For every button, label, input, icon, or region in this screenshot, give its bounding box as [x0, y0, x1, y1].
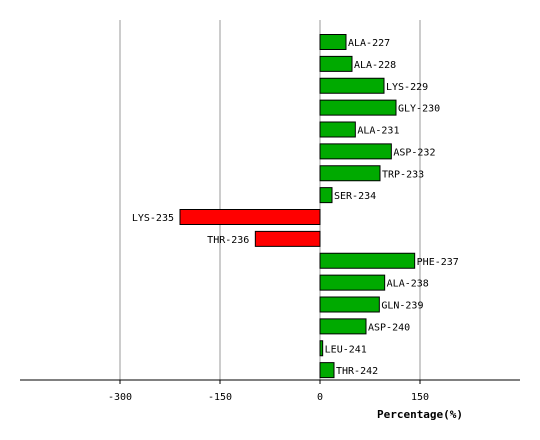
- bar-ala-227: [319, 34, 347, 50]
- bar-lys-235: [179, 209, 321, 225]
- bar-label-phe-237: PHE-237: [417, 257, 459, 268]
- bar-label-gly-230: GLY-230: [398, 104, 440, 115]
- bar-label-ala-238: ALA-238: [387, 279, 429, 290]
- bar-label-gln-239: GLN-239: [381, 301, 423, 312]
- x-axis: -300 -150 0 150: [20, 379, 520, 403]
- x-tick-label--300: -300: [108, 392, 132, 403]
- bar-label-asp-232: ASP-232: [393, 147, 435, 158]
- bar-label-lys-229: LYS-229: [386, 82, 428, 93]
- bar-label-lys-235: LYS-235: [132, 213, 174, 224]
- bar-asp-240: [319, 318, 367, 335]
- bar-asp-232: [319, 143, 392, 160]
- bar-trp-233: [319, 165, 381, 182]
- bar-label-ala-227: ALA-227: [348, 38, 390, 49]
- x-tick-label-0: 0: [317, 392, 323, 403]
- bar-label-ala-231: ALA-231: [357, 126, 399, 137]
- bar-phe-237: [319, 252, 416, 269]
- bar-ala-238: [319, 274, 386, 291]
- bar-leu-241: [319, 340, 324, 357]
- bar-label-asp-240: ASP-240: [368, 322, 410, 333]
- bar-thr-236: [254, 230, 321, 247]
- bar-label-ala-228: ALA-228: [354, 60, 396, 71]
- bars: ALA-227 ALA-228 LYS-229 GLY-230 ALA-231 ASP-2…: [132, 34, 459, 379]
- bar-gln-239: [319, 296, 380, 313]
- bar-label-ser-234: SER-234: [334, 191, 376, 202]
- bar-label-thr-242: THR-242: [336, 366, 378, 377]
- bar-thr-242: [319, 362, 335, 379]
- bar-gly-230: [319, 99, 397, 116]
- x-tick-label--150: -150: [208, 392, 232, 403]
- bar-lys-229: [319, 77, 385, 94]
- x-tick-label-150: 150: [411, 392, 429, 403]
- bar-label-trp-233: TRP-233: [382, 169, 424, 180]
- bar-ala-231: [319, 121, 356, 138]
- bar-label-thr-236: THR-236: [207, 235, 249, 246]
- bar-ala-228: [319, 55, 353, 72]
- x-axis-title: Percentage(%): [377, 408, 463, 421]
- bar-ser-234: [319, 187, 333, 204]
- bar-label-leu-241: LEU-241: [325, 344, 367, 355]
